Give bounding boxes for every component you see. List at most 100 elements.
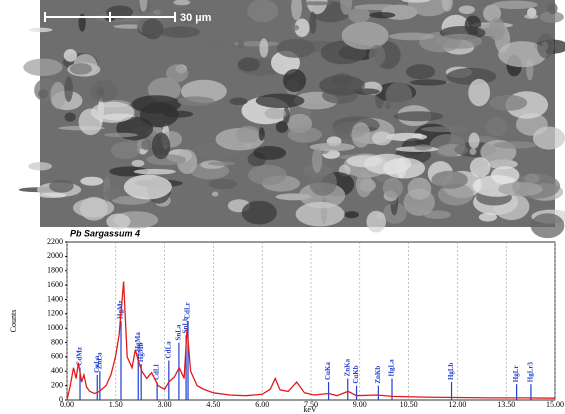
grain: [178, 9, 201, 24]
grain: [410, 79, 447, 86]
y-tick-label: 2200: [47, 237, 63, 246]
grain: [369, 11, 396, 19]
grain: [106, 213, 131, 230]
x-tick-label: 13.50: [497, 400, 515, 409]
grain: [211, 191, 219, 197]
grain: [28, 162, 52, 171]
grain: [498, 41, 547, 68]
x-tick-label: 10.50: [400, 400, 418, 409]
grain: [309, 11, 317, 35]
x-axis-label: keV: [303, 405, 317, 414]
grain: [291, 0, 302, 21]
y-axis-label: Counts: [9, 310, 18, 333]
grain: [429, 134, 466, 158]
peak-label: HgLa: [388, 359, 396, 377]
grain: [490, 166, 520, 185]
grain: [28, 27, 53, 33]
grain: [264, 107, 286, 120]
spectrum-line: [66, 281, 556, 401]
grain: [489, 94, 528, 111]
grain: [64, 76, 73, 102]
grain: [253, 145, 287, 160]
peak-label: HgLr3: [527, 361, 535, 382]
grain: [539, 11, 564, 23]
y-tick-label: 2000: [47, 251, 63, 260]
grain: [173, 0, 191, 6]
plot-area: [66, 241, 556, 401]
grain: [69, 63, 93, 75]
grain: [237, 39, 245, 50]
grain: [300, 103, 332, 108]
y-tick-label: 1000: [47, 323, 63, 332]
grain: [493, 141, 537, 149]
grain: [488, 17, 506, 41]
grain: [200, 41, 235, 49]
peak-label: CuKb: [352, 365, 360, 383]
y-tick-label: 600: [51, 352, 63, 361]
grain: [486, 117, 508, 137]
grain: [90, 79, 119, 102]
peak-label: HgMa: [134, 332, 142, 352]
scale-label: 30 µm: [180, 12, 212, 24]
grain: [133, 168, 176, 175]
x-tick-label: 6.00: [255, 400, 269, 409]
grain: [351, 122, 371, 148]
grain: [141, 139, 152, 151]
grain: [458, 5, 475, 15]
y-tick-label: 800: [51, 337, 63, 346]
grain: [241, 200, 277, 225]
grain: [258, 127, 265, 141]
grain: [468, 132, 480, 149]
grain: [344, 211, 359, 219]
chart-title: Pb Sargassum 4: [70, 228, 140, 238]
x-tick-label: 9.00: [353, 400, 367, 409]
grain: [255, 93, 305, 109]
grain: [234, 41, 281, 47]
grain: [301, 1, 332, 6]
grain: [236, 125, 261, 144]
grain: [401, 0, 431, 3]
grain: [79, 196, 108, 221]
x-tick-label: 7.50: [304, 400, 318, 409]
grain: [176, 149, 198, 175]
grain: [294, 18, 310, 37]
grain: [295, 201, 345, 227]
x-tick-label: 0.00: [60, 400, 74, 409]
grain: [421, 126, 471, 133]
grain: [276, 38, 316, 58]
grain: [537, 33, 555, 59]
grain: [103, 132, 138, 138]
grain: [319, 75, 365, 96]
grain: [208, 178, 238, 190]
grain: [283, 68, 307, 93]
grain: [64, 112, 76, 122]
grain: [405, 64, 436, 80]
grain: [408, 0, 451, 17]
grain: [376, 212, 385, 220]
grain: [290, 24, 300, 31]
peak-label: SnLa: [175, 324, 183, 340]
grain: [530, 213, 565, 239]
peak-label: CdLr: [184, 302, 192, 319]
grain: [469, 147, 477, 156]
grain: [50, 81, 66, 109]
y-tick-label: 1800: [47, 266, 63, 275]
grain: [90, 101, 135, 123]
grain: [368, 44, 386, 67]
grain: [259, 38, 269, 58]
grain: [348, 7, 371, 23]
grain: [341, 21, 389, 50]
grain: [309, 142, 356, 152]
y-tick-label: 1400: [47, 294, 63, 303]
grain: [23, 58, 63, 77]
grain: [287, 126, 322, 143]
grain: [524, 14, 539, 19]
grain: [151, 132, 171, 160]
y-tick-label: 200: [51, 380, 63, 389]
grain: [78, 13, 86, 32]
grain: [478, 212, 498, 222]
grain: [436, 33, 483, 49]
grain: [468, 78, 491, 107]
grain: [385, 81, 413, 110]
